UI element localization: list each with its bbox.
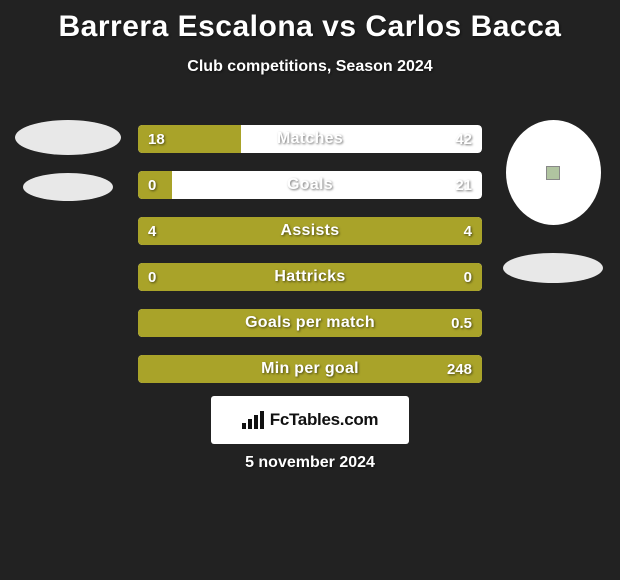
stat-value-right: 42 [455,125,472,153]
brand-text: FcTables.com [270,410,379,430]
stat-value-right: 0.5 [451,309,472,337]
stat-row: 0Hattricks0 [138,263,482,291]
stat-label: Assists [138,217,482,245]
stat-value-right: 21 [455,171,472,199]
player-left-block [8,120,128,201]
brand-badge: FcTables.com [211,396,409,444]
stat-bars: 18Matches420Goals214Assists40Hattricks0G… [138,125,482,401]
stat-label: Matches [138,125,482,153]
stat-label: Goals [138,171,482,199]
stat-value-right: 0 [464,263,472,291]
stat-label: Min per goal [138,355,482,383]
page-subtitle: Club competitions, Season 2024 [0,58,620,76]
player-left-avatar [15,120,121,155]
player-right-block [498,120,608,283]
player-left-team-badge [23,173,113,201]
player-right-team-badge [503,253,603,283]
stat-label: Goals per match [138,309,482,337]
stat-value-right: 248 [447,355,472,383]
placeholder-icon [546,166,560,180]
stat-label: Hattricks [138,263,482,291]
brand-icon [242,411,264,429]
infographic-root: Barrera Escalona vs Carlos Bacca Club co… [0,0,620,580]
date-label: 5 november 2024 [0,454,620,472]
stat-value-right: 4 [464,217,472,245]
stat-row: Min per goal248 [138,355,482,383]
stat-row: Goals per match0.5 [138,309,482,337]
page-title: Barrera Escalona vs Carlos Bacca [0,0,620,44]
player-right-avatar [506,120,601,225]
stat-row: 0Goals21 [138,171,482,199]
stat-row: 4Assists4 [138,217,482,245]
stat-row: 18Matches42 [138,125,482,153]
